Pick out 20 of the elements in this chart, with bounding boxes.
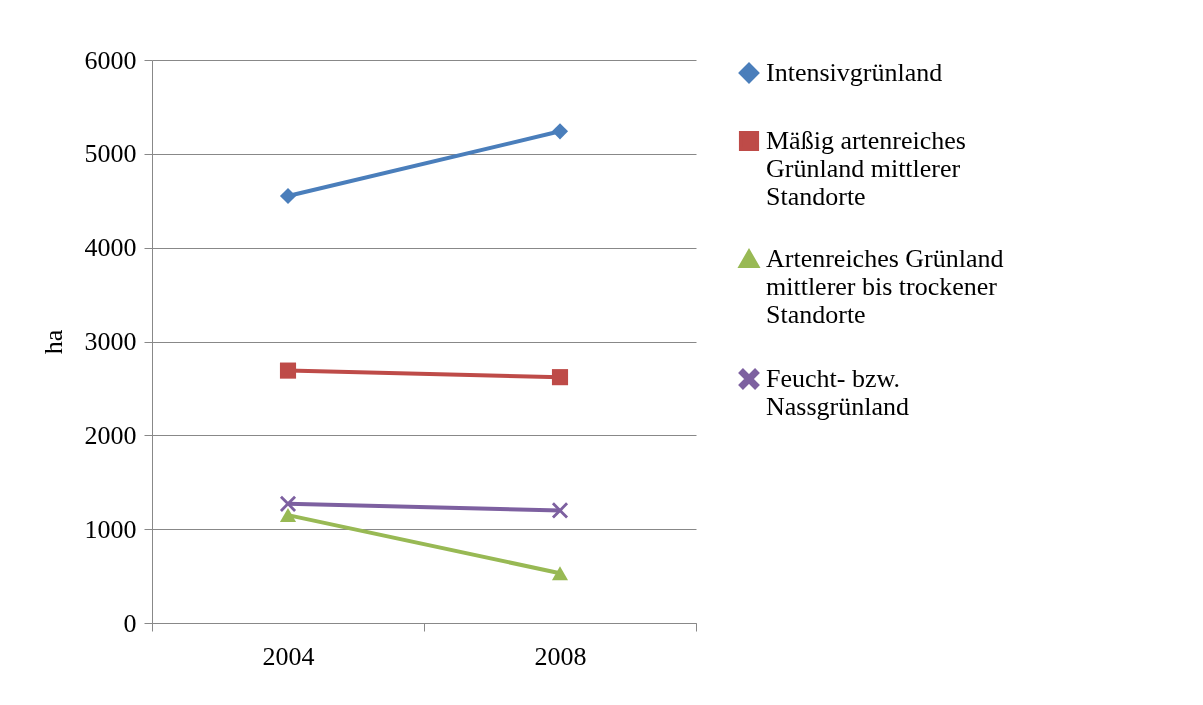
- point: [551, 502, 569, 519]
- point: [279, 495, 297, 512]
- y-tick-label: 5000: [84, 139, 137, 169]
- legend-label: Feucht- bzw. Nassgrünland: [766, 364, 909, 421]
- legend-label: Mäßig artenreiches Grünland mittlerer Standorte: [766, 126, 966, 211]
- x-tick-label: 2004: [262, 641, 315, 671]
- point: [551, 369, 569, 386]
- x-tick-label: 2008: [534, 641, 587, 671]
- y-tick-label: 2000: [84, 420, 137, 450]
- y-tick-label: 4000: [84, 233, 137, 263]
- legend-label: Artenreiches Grünland mittlerer bis trockener Standorte: [766, 244, 1004, 329]
- point: [551, 123, 569, 140]
- y-tick-label: 1000: [84, 514, 137, 544]
- y-tick-label: 0: [123, 608, 137, 638]
- y-tick-label: 3000: [84, 327, 137, 356]
- legend-label: Intensivgrünland: [766, 58, 943, 87]
- y-tick-label: 6000: [84, 45, 137, 75]
- y-axis-title: ha: [38, 329, 68, 355]
- point: [279, 362, 297, 379]
- point: [279, 188, 297, 205]
